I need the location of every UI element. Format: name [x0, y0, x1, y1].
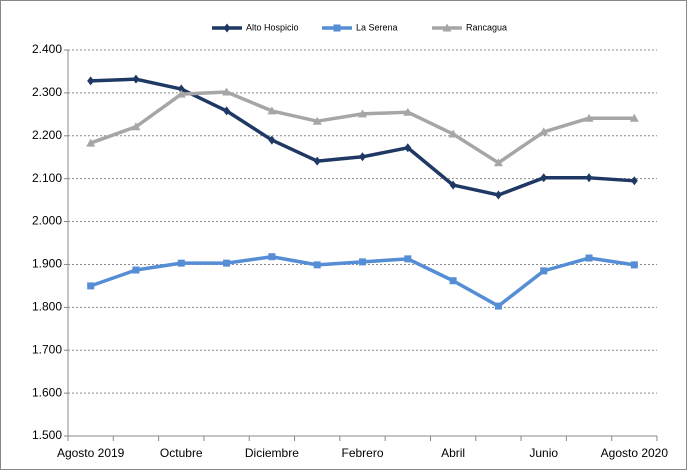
marker — [223, 23, 231, 33]
marker — [177, 84, 185, 94]
marker — [131, 122, 141, 131]
x-tick-label: Agosto 2019 — [57, 446, 125, 460]
marker — [313, 156, 321, 166]
marker — [494, 302, 502, 310]
marker — [448, 129, 458, 138]
legend-label: Rancagua — [466, 22, 507, 32]
marker — [585, 173, 593, 183]
marker — [630, 176, 638, 186]
marker — [267, 106, 277, 115]
marker — [404, 143, 412, 153]
marker — [403, 107, 413, 116]
y-tick-label: 2.000 — [32, 214, 62, 228]
marker — [404, 255, 412, 263]
x-tick-label: Octubre — [160, 446, 203, 460]
x-tick-label: Febrero — [341, 446, 383, 460]
marker — [86, 138, 96, 147]
x-tick-label: Abril — [441, 446, 465, 460]
marker — [223, 259, 231, 267]
marker — [585, 254, 593, 262]
y-tick-label: 1.700 — [32, 342, 62, 356]
x-tick-label: Agosto 2020 — [601, 446, 669, 460]
marker — [176, 89, 186, 98]
marker — [132, 74, 140, 84]
marker — [359, 258, 366, 266]
legend-label: Alto Hospicio — [246, 22, 299, 32]
marker — [222, 87, 232, 96]
y-tick-label: 2.300 — [32, 85, 62, 99]
y-tick-label: 1.900 — [32, 257, 62, 271]
x-tick-label: Junio — [529, 446, 558, 460]
marker — [358, 109, 367, 118]
marker — [132, 266, 140, 274]
marker — [359, 152, 366, 162]
marker — [87, 282, 95, 290]
marker — [493, 158, 503, 167]
marker — [630, 261, 638, 269]
y-tick-label: 1.600 — [32, 385, 62, 399]
marker — [539, 127, 549, 136]
marker — [540, 267, 548, 275]
marker — [540, 173, 548, 183]
marker — [223, 106, 231, 116]
y-tick-label: 2.200 — [32, 128, 62, 142]
marker — [333, 24, 341, 32]
marker — [268, 253, 276, 261]
y-tick-label: 2.100 — [32, 171, 62, 185]
marker — [449, 277, 457, 285]
y-tick-label: 2.400 — [32, 42, 62, 56]
marker — [442, 23, 452, 32]
y-tick-label: 1.500 — [32, 428, 62, 442]
marker — [312, 116, 322, 125]
marker — [494, 190, 502, 200]
marker — [177, 259, 185, 267]
marker — [87, 76, 95, 86]
marker — [584, 113, 594, 122]
legend-label: La Serena — [356, 22, 398, 32]
marker — [313, 261, 321, 269]
marker — [268, 135, 276, 145]
y-tick-label: 1.800 — [32, 300, 62, 314]
x-tick-label: Diciembre — [245, 446, 299, 460]
marker — [629, 113, 639, 122]
marker — [449, 180, 457, 190]
